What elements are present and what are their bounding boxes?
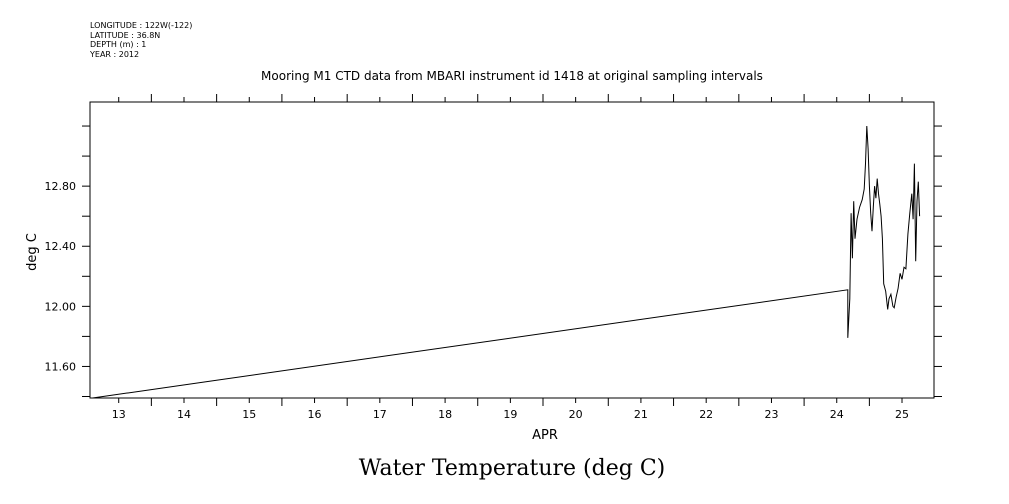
x-tick-label: 25 [895,408,909,421]
x-tick-label: 17 [373,408,387,421]
x-tick-label: 20 [569,408,583,421]
y-tick-label: 11.60 [45,360,77,373]
x-tick-label: 23 [764,408,778,421]
y-tick-label: 12.40 [45,240,77,253]
x-axis-label: APR [532,428,558,443]
temperature-line [92,125,921,399]
x-tick-label: 21 [634,408,648,421]
y-axis-label: deg C [25,233,40,271]
latitude-text: LATITUDE : 36.8N [90,30,161,40]
x-tick-label: 13 [112,408,126,421]
x-tick-label: 19 [503,408,517,421]
data-series [92,125,921,399]
x-tick-label: 15 [242,408,256,421]
y-axis-tick-labels: 11.60 12.00 12.40 12.80 [45,180,77,373]
longitude-text: LONGITUDE : 122W(-122) [90,21,193,30]
x-tick-label: 22 [699,408,713,421]
x-tick-label: 18 [438,408,452,421]
x-tick-label: 14 [177,408,191,421]
depth-text: DEPTH (m) : 1 [90,40,147,49]
y-tick-label: 12.00 [45,300,77,313]
chart-title: Mooring M1 CTD data from MBARI instrumen… [261,69,763,83]
metadata-block: LONGITUDE : 122W(-122) LATITUDE : 36.8N … [90,21,192,59]
plot-frame [89,101,935,399]
y-tick-label: 12.80 [45,180,77,193]
x-tick-label: 24 [830,408,844,421]
year-text: YEAR : 2012 [90,49,140,59]
bottom-title: Water Temperature (deg C) [359,456,666,481]
x-axis-tick-labels: 13 14 15 16 17 18 19 20 21 22 23 24 25 [112,408,909,421]
y-axis-ticks [82,125,942,397]
plot-border [89,101,935,399]
x-tick-label: 16 [308,408,322,421]
x-axis-ticks [118,94,903,406]
